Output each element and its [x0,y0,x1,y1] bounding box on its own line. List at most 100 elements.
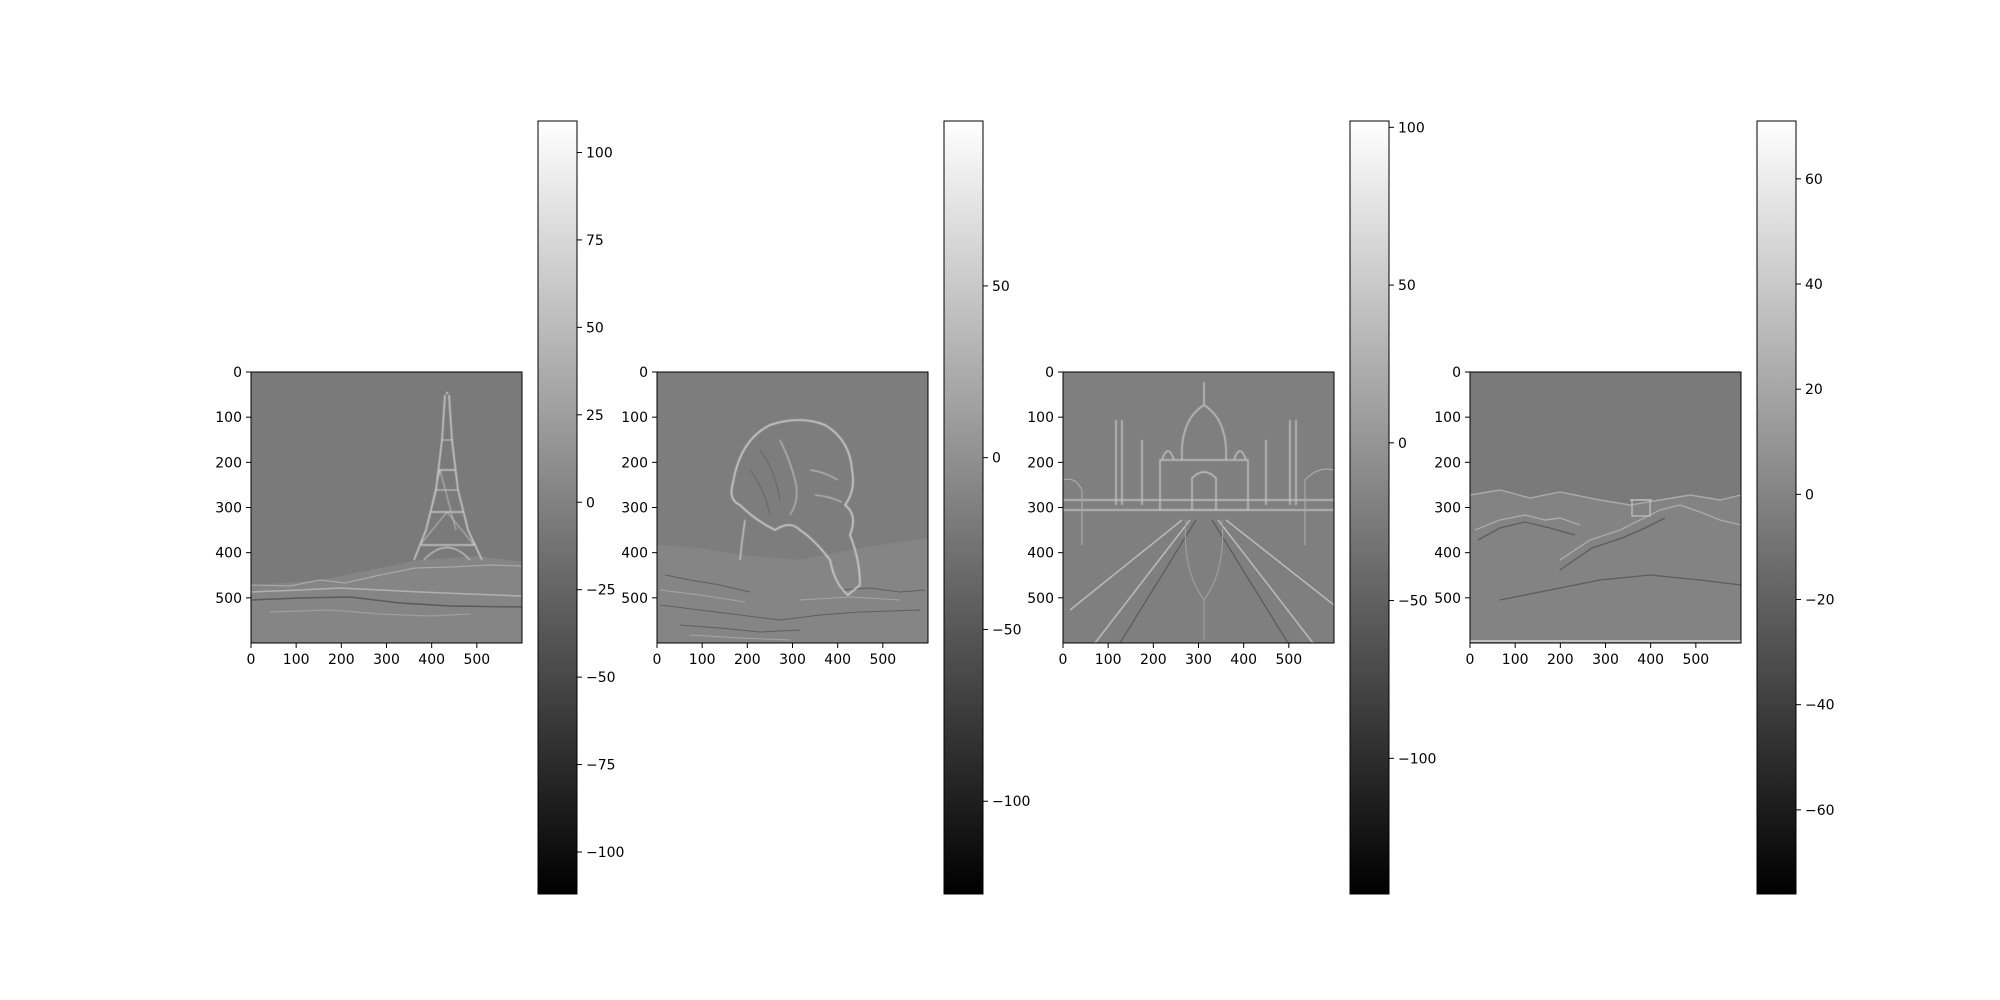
y-tick-label: 100 [215,410,242,426]
y-tick-label: 200 [1434,455,1461,471]
colorbar-tick-label: −100 [992,794,1030,810]
y-tick-label: 400 [621,546,648,562]
colorbar-tick-label: 75 [586,233,604,249]
x-tick-label: 0 [1059,652,1068,668]
y-tick-label: 300 [621,501,648,517]
colorbar-ticks: 100 50 0 −50 −100 [1389,120,1436,767]
colorbar-ticks: 50 0 −50 −100 [983,279,1030,810]
x-tick-label: 200 [734,652,761,668]
colorbar-tick-label: 100 [1398,120,1425,136]
x-tick-label: 200 [328,652,355,668]
x-tick-label: 100 [283,652,310,668]
x-tick-label: 100 [689,652,716,668]
colorbar-frame [1756,120,1797,895]
colorbar-gradient [944,121,983,894]
colorbar-tick-label: 60 [1805,172,1823,188]
colorbar-tick-label: −60 [1805,803,1835,819]
y-tick-label: 500 [1027,591,1054,607]
image-eiffel-tower [250,371,523,644]
x-tick-label: 0 [247,652,256,668]
colorbar-tick-label: −25 [586,583,616,599]
colorbar: 100 75 50 25 0 −25 −50 −75 −100 [537,120,624,895]
colorbar-frame [537,120,578,895]
y-tick-label: 400 [1027,546,1054,562]
y-tick-label: 200 [621,455,648,471]
colorbar-tick-label: −20 [1805,593,1835,609]
y-tick-label: 0 [233,365,242,381]
colorbar-tick-label: −40 [1805,698,1835,714]
colorbar-frame [1349,120,1390,895]
y-axis: 0 100 200 300 400 500 [1434,365,1470,607]
colorbar-tick-label: 0 [1398,436,1407,452]
y-tick-label: 300 [1027,501,1054,517]
colorbar-gradient [1350,121,1389,894]
y-tick-label: 300 [1434,501,1461,517]
colorbar-tick-label: −50 [586,670,616,686]
colorbar-tick-label: 50 [586,320,604,336]
y-tick-label: 300 [215,501,242,517]
x-tick-label: 400 [418,652,445,668]
x-tick-label: 200 [1547,652,1574,668]
colorbar-tick-label: 20 [1805,382,1823,398]
y-tick-label: 500 [621,591,648,607]
colorbar-ticks: 60 40 20 0 −20 −40 −60 [1796,172,1835,819]
colorbar-tick-label: 100 [586,145,613,161]
x-tick-label: 200 [1140,652,1167,668]
x-tick-label: 500 [1275,652,1302,668]
image-great-wall [1469,371,1742,644]
colorbar: 60 40 20 0 −20 −40 −60 [1756,120,1835,895]
y-tick-label: 0 [639,365,648,381]
colorbar-tick-label: −50 [992,622,1022,638]
colorbar-tick-label: 0 [1805,487,1814,503]
colorbar-tick-label: 50 [1398,278,1416,294]
colorbar: 100 50 0 −50 −100 [1349,120,1436,895]
y-tick-label: 500 [215,591,242,607]
y-tick-label: 100 [1027,410,1054,426]
x-axis: 0 100 200 300 400 500 [1059,643,1302,668]
colorbar: 50 0 −50 −100 [943,120,1030,895]
y-tick-label: 500 [1434,591,1461,607]
x-tick-label: 300 [373,652,400,668]
y-tick-label: 100 [621,410,648,426]
x-tick-label: 500 [1682,652,1709,668]
x-tick-label: 400 [824,652,851,668]
image-sphinx [656,371,929,644]
y-tick-label: 200 [215,455,242,471]
colorbar-ticks: 100 75 50 25 0 −25 −50 −75 −100 [577,145,624,861]
x-tick-label: 100 [1502,652,1529,668]
x-tick-label: 100 [1095,652,1122,668]
y-tick-label: 100 [1434,410,1461,426]
x-axis: 0 100 200 300 400 500 [653,643,896,668]
y-axis: 0 100 200 300 400 500 [621,365,657,607]
colorbar-tick-label: −50 [1398,594,1428,610]
y-tick-label: 400 [1434,546,1461,562]
y-tick-label: 0 [1045,365,1054,381]
colorbar-tick-label: 40 [1805,277,1823,293]
colorbar-tick-label: 0 [586,495,595,511]
x-tick-label: 500 [463,652,490,668]
colorbar-frame [943,120,984,895]
x-axis: 0 100 200 300 400 500 [1466,643,1709,668]
x-tick-label: 0 [653,652,662,668]
x-tick-label: 300 [779,652,806,668]
image-taj-mahal [1062,371,1335,644]
x-tick-label: 300 [1185,652,1212,668]
y-axis: 0 100 200 300 400 500 [215,365,251,607]
x-tick-label: 0 [1466,652,1475,668]
colorbar-tick-label: 0 [992,451,1001,467]
y-tick-label: 200 [1027,455,1054,471]
y-tick-label: 400 [215,546,242,562]
y-axis: 0 100 200 300 400 500 [1027,365,1063,607]
y-tick-label: 0 [1452,365,1461,381]
colorbar-gradient [1757,121,1796,894]
colorbar-gradient [538,121,577,894]
x-axis: 0 100 200 300 400 500 [247,643,490,668]
colorbar-tick-label: 50 [992,279,1010,295]
colorbar-tick-label: 25 [586,408,604,424]
colorbar-tick-label: −100 [1398,751,1436,767]
x-tick-label: 400 [1637,652,1664,668]
